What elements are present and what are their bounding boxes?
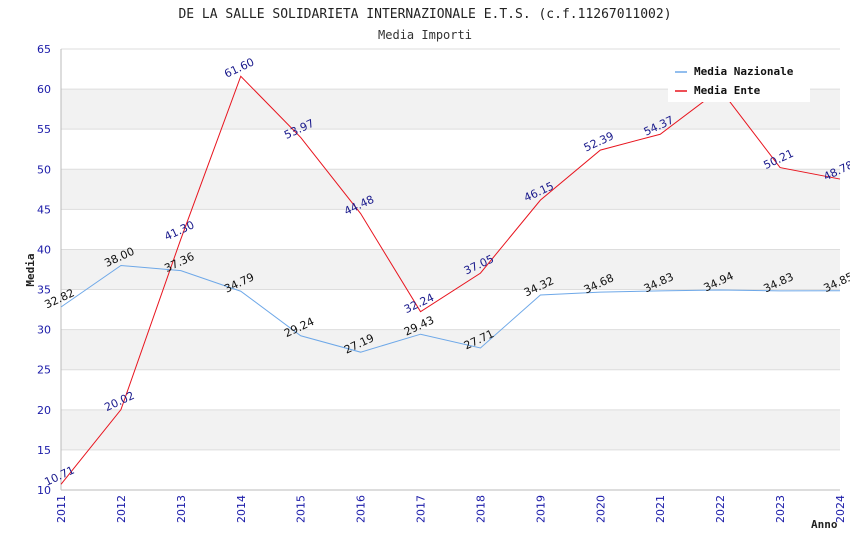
y-tick-label: 40 [37, 243, 51, 256]
grid-band [61, 169, 840, 210]
x-tick-label: 2017 [415, 495, 428, 523]
y-tick-label: 55 [37, 123, 51, 136]
grid-band [61, 249, 840, 290]
y-tick-label: 45 [37, 203, 51, 216]
x-tick-label: 2014 [235, 495, 248, 523]
axes [60, 49, 840, 491]
grid-band [61, 449, 840, 490]
x-tick-label: 2016 [355, 495, 368, 523]
x-tick-label: 2011 [55, 495, 68, 523]
x-tick-label: 2012 [115, 495, 128, 523]
grid-band [61, 129, 840, 170]
series-line-media-nazionale [60, 264, 841, 353]
x-tick-label: 2023 [774, 495, 787, 523]
grid-band [61, 369, 840, 410]
x-tick-label: 2018 [474, 495, 487, 523]
y-tick-label: 65 [37, 43, 51, 56]
y-tick-label: 15 [37, 444, 51, 457]
y-tick-label: 30 [37, 324, 51, 337]
x-tick-label: 2019 [534, 495, 547, 523]
grid-band [61, 289, 840, 330]
chart-subtitle: Media Importi [378, 28, 472, 42]
y-tick-label: 60 [37, 83, 51, 96]
legend-label-media-nazionale: Media Nazionale [694, 65, 794, 78]
x-tick-label: 2020 [594, 495, 607, 523]
y-tick-label: 25 [37, 364, 51, 377]
x-tick-label: 2022 [714, 495, 727, 523]
grid-band [61, 409, 840, 450]
grid-bands [61, 49, 840, 490]
y-tick-label: 50 [37, 163, 51, 176]
y-tick-label: 20 [37, 404, 51, 417]
x-axis-label: Anno [811, 518, 838, 531]
x-tick-label: 2013 [175, 495, 188, 523]
x-tick-label: 2024 [834, 495, 847, 523]
legend: Media Nazionale Media Ente [668, 60, 810, 102]
y-axis-label: Media [24, 253, 37, 286]
grid-band [61, 329, 840, 370]
chart-title: DE LA SALLE SOLIDARIETA INTERNAZIONALE E… [178, 7, 671, 22]
y-tick-label: 35 [37, 284, 51, 297]
x-tick-label: 2015 [295, 495, 308, 523]
legend-label-media-ente: Media Ente [694, 84, 761, 97]
grid-band [61, 209, 840, 250]
tick-labels: 10 15 20 25 30 35 40 45 50 55 60 65 2011 2012 2013 2014… [37, 43, 847, 523]
x-tick-label: 2021 [654, 495, 667, 523]
y-tick-label: 10 [37, 484, 51, 497]
legend-box [668, 60, 810, 102]
